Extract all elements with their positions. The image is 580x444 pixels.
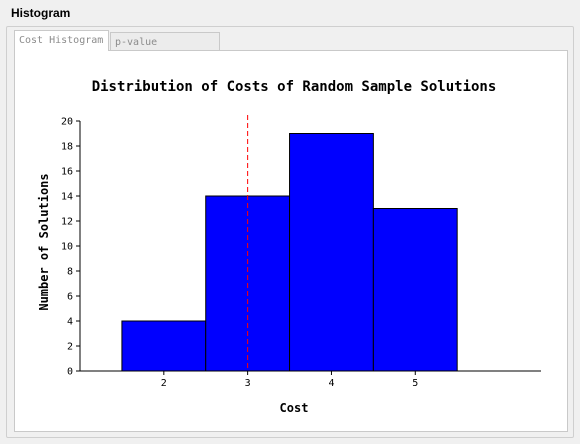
- y-tick-label: 4: [67, 317, 73, 328]
- panel-title: Histogram: [11, 6, 71, 20]
- y-tick-label: 20: [61, 117, 73, 128]
- chart-title: Distribution of Costs of Random Sample S…: [92, 79, 497, 95]
- y-tick-label: 0: [67, 367, 73, 378]
- y-tick-label: 12: [61, 217, 73, 228]
- histogram-bar: [121, 320, 207, 372]
- x-axis-label: Cost: [280, 401, 309, 415]
- y-axis-label: Number of Solutions: [37, 173, 51, 310]
- tab-p-value-histogram[interactable]: p-value Histogram: [110, 32, 220, 67]
- y-tick-label: 2: [67, 342, 73, 353]
- y-tick-label: 8: [67, 267, 73, 278]
- x-tick-label: 4: [328, 378, 334, 389]
- y-tick-label: 10: [61, 242, 73, 253]
- histogram-group-box: [6, 26, 574, 438]
- x-ticks-group: 2 3 4 5: [161, 371, 418, 389]
- x-tick-label: 3: [245, 378, 251, 389]
- y-tick-label: 18: [61, 142, 73, 153]
- x-tick-label: 5: [412, 378, 418, 389]
- y-tick-label: 16: [61, 167, 73, 178]
- x-tick-label: 2: [161, 378, 167, 389]
- bars-group: [121, 133, 458, 372]
- y-tick-label: 14: [61, 192, 73, 203]
- tab-content: Distribution of Costs of Random Sample S…: [14, 50, 568, 432]
- y-ticks-group: 0 2 4 6 8 10 12 14 16 18 20: [61, 117, 80, 378]
- y-tick-label: 6: [67, 292, 73, 303]
- histogram-bar: [372, 208, 458, 372]
- tab-cost-histogram[interactable]: Cost Histogram: [14, 30, 109, 51]
- histogram-chart: Distribution of Costs of Random Sample S…: [37, 79, 541, 415]
- histogram-bar: [289, 133, 374, 372]
